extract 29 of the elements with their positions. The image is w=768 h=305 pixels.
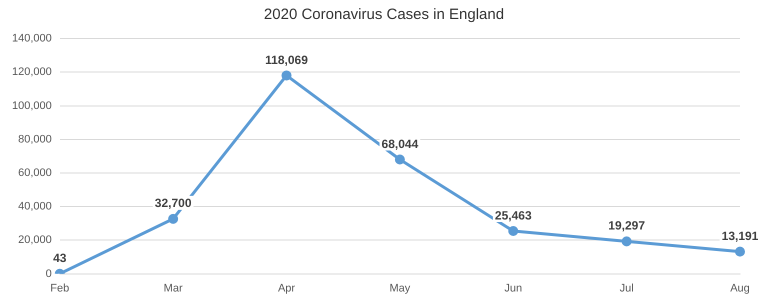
y-tick-label: 40,000 [18, 200, 52, 213]
x-tick-label: Jun [504, 282, 522, 294]
x-tick-label: Aug [730, 282, 750, 294]
point [282, 70, 292, 80]
x-tick-label: Jul [620, 282, 634, 294]
data-label: 32,700 [154, 196, 192, 210]
point [394, 154, 405, 164]
data-label: 19,297 [608, 218, 646, 233]
y-tick-label: 120,000 [12, 66, 52, 78]
data-label: 118,069 [265, 52, 308, 67]
x-tick-label: Apr [278, 282, 296, 294]
y-tick-label: 20,000 [18, 234, 52, 246]
data-label: 43 [53, 251, 67, 266]
x-tick-label: Feb [50, 282, 70, 294]
data-label: 68,044 [382, 136, 419, 151]
y-tick-label: 140,000 [12, 32, 52, 45]
point [508, 226, 518, 236]
point [735, 246, 745, 257]
point [622, 236, 632, 246]
point [168, 214, 178, 224]
y-tick-label: 80,000 [18, 133, 52, 146]
y-tick-label: 0 [46, 268, 52, 280]
chart-title: 2020 Coronavirus Cases in England [262, 6, 506, 23]
y-tick-label: 60,000 [18, 167, 52, 180]
data-label: 13,191 [722, 228, 759, 243]
x-tick-label: Mar [164, 282, 183, 294]
data-label: 25,463 [494, 208, 532, 222]
x-tick-label: May [389, 282, 411, 294]
y-tick-label: 100,000 [12, 100, 52, 112]
